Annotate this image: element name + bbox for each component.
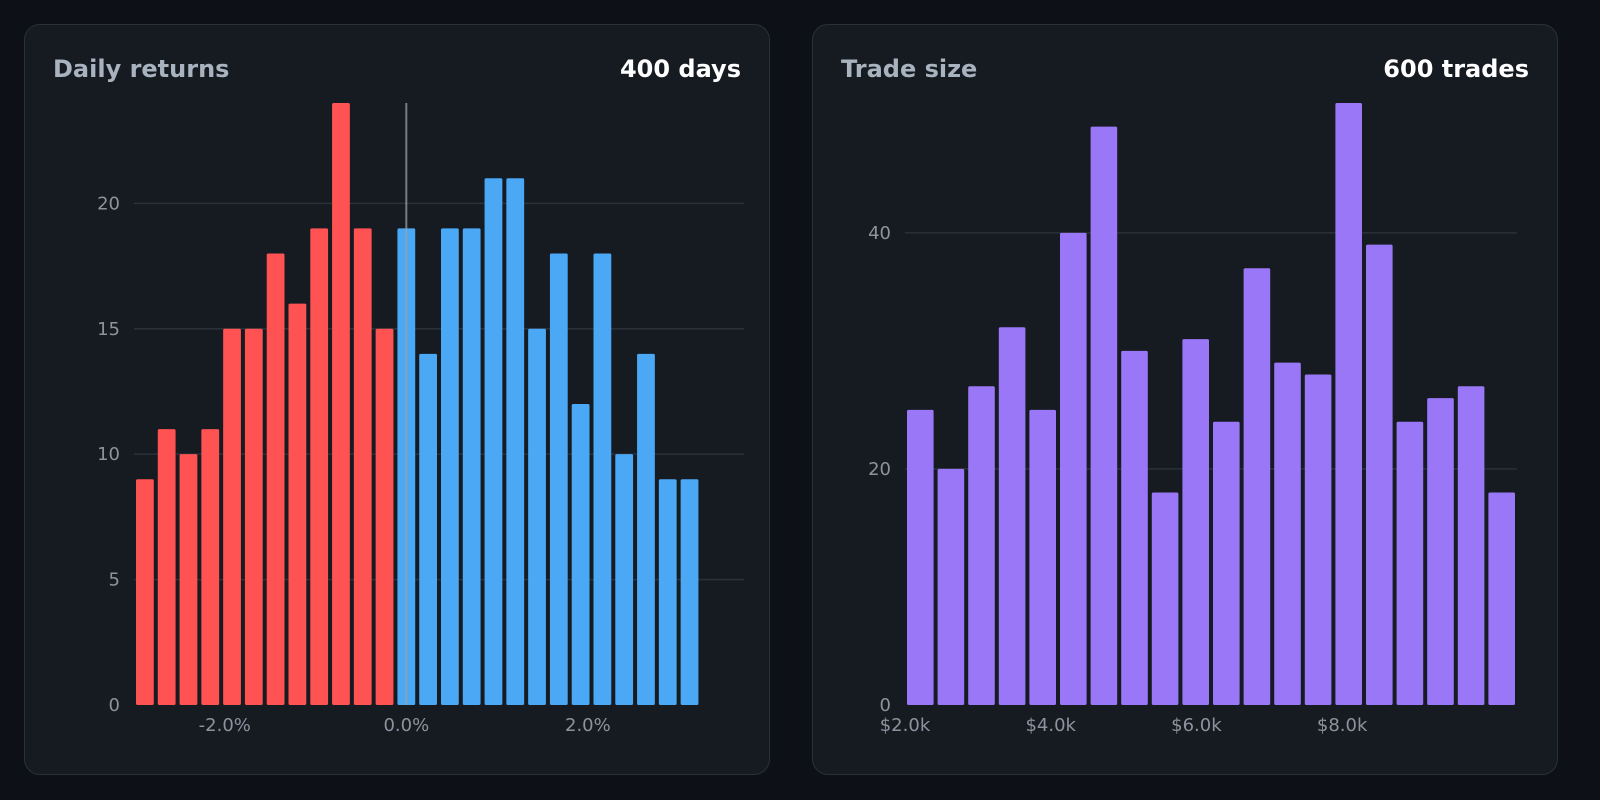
y-tick-label: 20 [868, 459, 891, 480]
daily-returns-card: Daily returns 400 days 0 5 10 15 20 -2.0% 0.0%… [24, 24, 770, 775]
daily-returns-histogram: 0 5 10 15 20 -2.0% 0.0% 2.0% [97, 103, 744, 736]
y-tick-label: 0 [109, 695, 120, 716]
histogram-bar [968, 386, 995, 705]
daily-returns-count: 400 days [619, 55, 741, 83]
histogram-bar [179, 454, 198, 705]
histogram-bar [223, 328, 241, 705]
histogram-bar [637, 353, 655, 705]
trade-size-histogram: 0 20 40 $2.0k $4.0k $6.0k $8.0k [868, 103, 1517, 736]
histogram-bar [680, 479, 699, 705]
x-tick-label: 0.0% [383, 715, 429, 736]
histogram-bar [1304, 374, 1332, 705]
histogram-bar [1488, 492, 1515, 705]
histogram-bar [1396, 421, 1424, 705]
histogram-bar [244, 328, 263, 705]
x-tick-label: $8.0k [1317, 715, 1368, 736]
histogram-bar [1274, 362, 1301, 705]
histogram-bar [484, 178, 503, 705]
histogram-bar [1060, 232, 1087, 705]
histogram-bar [201, 429, 220, 705]
histogram-bar [528, 328, 546, 705]
histogram-bar [1457, 386, 1485, 705]
daily-returns-title: Daily returns [53, 55, 230, 83]
histogram-bar [1213, 421, 1240, 705]
trade-size-card: Trade size 600 trades 0 20 40 $2.0k $4.0k $6.… [812, 24, 1558, 775]
histogram-bar [462, 228, 481, 705]
histogram-bar [288, 303, 307, 705]
histogram-bar [571, 404, 590, 705]
y-tick-label: 0 [880, 695, 891, 716]
histogram-bar [1151, 492, 1179, 705]
x-tick-label: $6.0k [1171, 715, 1222, 736]
histogram-bar [549, 253, 568, 705]
histogram-bar [1427, 398, 1454, 705]
histogram-bar [593, 253, 612, 705]
x-tick-label: $4.0k [1025, 715, 1076, 736]
histogram-bar [1366, 244, 1393, 705]
x-tick-label: -2.0% [199, 715, 251, 736]
histogram-bar [506, 178, 525, 705]
y-tick-label: 5 [109, 570, 120, 591]
histogram-bar [157, 429, 176, 705]
histogram-bar [937, 468, 965, 705]
histogram-bar [1335, 103, 1362, 705]
y-tick-label: 40 [868, 223, 891, 244]
histogram-bar [998, 327, 1026, 705]
histogram-bar [136, 479, 154, 705]
y-tick-label: 20 [97, 193, 120, 214]
histogram-bar [419, 353, 437, 705]
histogram-bar [1029, 409, 1056, 705]
histogram-bar [332, 103, 350, 705]
histogram-bar [310, 228, 329, 705]
histogram-bar [907, 409, 934, 705]
x-tick-label: $2.0k [880, 715, 931, 736]
trade-size-title: Trade size [841, 55, 978, 83]
x-tick-label: 2.0% [565, 715, 611, 736]
histogram-bar [615, 454, 634, 705]
histogram-bar [375, 328, 394, 705]
y-tick-label: 15 [97, 319, 120, 340]
histogram-bar [266, 253, 285, 705]
histogram-bar [1243, 268, 1271, 705]
histogram-bar [658, 479, 677, 705]
histogram-bar [1090, 126, 1118, 705]
histogram-bar [353, 228, 372, 705]
histogram-bar [1182, 339, 1209, 705]
histogram-bar [441, 228, 459, 705]
trade-size-count: 600 trades [1383, 55, 1529, 83]
y-tick-label: 10 [97, 444, 120, 465]
histogram-bar [1121, 350, 1148, 705]
